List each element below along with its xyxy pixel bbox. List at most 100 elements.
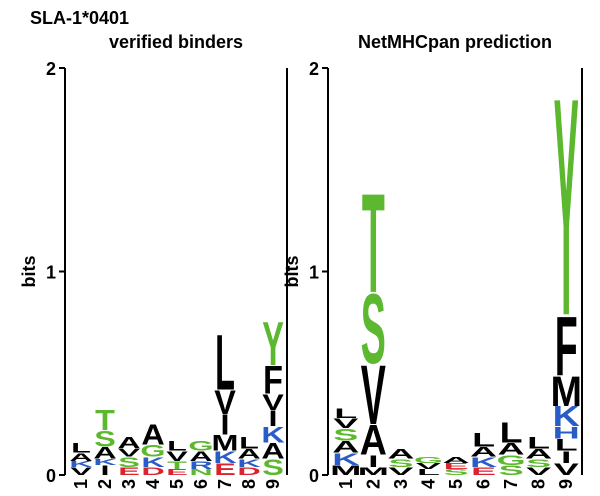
logo-letter: F: [555, 299, 578, 393]
x-tick-label: 7: [215, 479, 235, 489]
logo-letter: L: [239, 434, 259, 452]
logo-letter: S: [262, 455, 284, 480]
x-tick-label: 5: [446, 479, 466, 489]
logo-letter: M: [212, 430, 239, 455]
logo-letter: T: [167, 459, 187, 472]
logo-letter: A: [117, 434, 140, 452]
y-tick-label: 0: [46, 466, 56, 486]
x-tick-label: 4: [143, 479, 163, 489]
x-tick-label: 1: [336, 479, 356, 489]
y-tick-label: 1: [309, 263, 319, 283]
logo-letter: M: [551, 369, 582, 416]
x-tick-label: 3: [391, 479, 411, 489]
logo-letter: L: [417, 467, 440, 477]
logo-letter: A: [93, 444, 116, 462]
logo-letter: G: [496, 452, 525, 468]
logo-letter: S: [526, 457, 551, 470]
x-tick-label: 1: [71, 479, 91, 489]
logo-letter: V: [262, 390, 284, 415]
y-tick-label: 1: [46, 263, 56, 283]
figure-title: SLA-1*0401: [30, 8, 129, 28]
logo-letter: Y: [554, 33, 579, 380]
logo-letter: S: [443, 467, 468, 477]
x-tick-label: 4: [418, 479, 438, 489]
logo-letter: M: [358, 465, 389, 478]
logo-letter: K: [470, 454, 498, 470]
logo-letter: K: [213, 448, 237, 466]
logo-letter: S: [388, 457, 413, 470]
logo-letter: L: [472, 429, 495, 451]
logo-letter: K: [141, 454, 164, 470]
logo-letter: V: [388, 465, 414, 478]
logo-letter: V: [554, 460, 580, 479]
logo-letter: A: [525, 446, 552, 462]
logo-letter: K: [69, 460, 92, 469]
logo-letter: A: [141, 420, 164, 451]
y-tick-label: 2: [309, 59, 319, 79]
logo-letter: E: [214, 461, 236, 479]
logo-letter: S: [333, 426, 358, 445]
logo-letter: R: [189, 459, 212, 472]
logo-letter: A: [261, 438, 284, 463]
logo-letter: V: [166, 448, 188, 464]
logo-letter: S: [499, 463, 524, 479]
logo-letter: L: [215, 318, 235, 407]
panel-title: verified binders: [109, 32, 243, 52]
x-tick-label: 6: [191, 479, 211, 489]
logo-letter: V: [361, 348, 386, 442]
x-tick-label: 8: [529, 479, 549, 489]
logo-letter: T: [95, 406, 115, 437]
logo-letter: V: [118, 447, 140, 460]
logo-letter: K: [261, 422, 284, 447]
logo-letter: E: [443, 461, 468, 471]
x-tick-label: 6: [474, 479, 494, 489]
logo-letter: I: [561, 448, 571, 467]
x-tick-label: 9: [263, 479, 283, 489]
logo-letter: D: [237, 465, 260, 478]
logo-letter: L: [71, 440, 91, 456]
logo-letter: E: [166, 468, 188, 477]
logo-letter: A: [332, 438, 359, 457]
logo-letter: Y: [262, 309, 284, 379]
y-tick-label: 2: [46, 59, 56, 79]
logo-letter: H: [553, 424, 580, 443]
y-axis-label: bits: [282, 255, 302, 287]
logo-letter: K: [332, 450, 359, 469]
logo-letter: K: [93, 458, 116, 467]
x-tick-label: 2: [363, 479, 383, 489]
logo-letter: A: [387, 446, 414, 462]
logo-letter: A: [442, 455, 469, 465]
x-tick-label: 5: [167, 479, 187, 489]
logo-letter: V: [416, 461, 441, 471]
logo-letter: I: [368, 452, 378, 471]
logo-letter: A: [360, 418, 387, 465]
y-tick-label: 0: [309, 466, 319, 486]
logo-letter: L: [334, 406, 357, 422]
logo-letter: K: [237, 457, 261, 470]
logo-letter: T: [362, 163, 385, 322]
logo-letter: L: [167, 438, 187, 454]
y-axis-label: bits: [19, 255, 39, 287]
logo-letter: S: [361, 273, 386, 384]
panel-title: NetMHCpan prediction: [358, 32, 552, 52]
logo-letter: V: [214, 384, 236, 422]
logo-letter: G: [140, 442, 165, 460]
logo-letter: F: [263, 357, 283, 402]
logo-letter: G: [188, 438, 213, 454]
logo-letter: S: [94, 426, 116, 451]
x-tick-label: 7: [501, 479, 521, 489]
logo-letter: D: [141, 465, 164, 478]
logo-letter: L: [555, 436, 578, 455]
logo-letter: K: [553, 402, 580, 433]
x-tick-label: 3: [119, 479, 139, 489]
logo-letter: E: [118, 465, 140, 478]
logo-letter: L: [527, 434, 550, 453]
logo-letter: S: [118, 454, 140, 470]
logo-letter: A: [498, 440, 525, 459]
logo-letter: L: [500, 418, 523, 449]
logo-letter: A: [69, 451, 92, 464]
x-tick-label: 8: [239, 479, 259, 489]
logo-letter: G: [414, 455, 443, 465]
logo-letter: N: [189, 468, 212, 477]
